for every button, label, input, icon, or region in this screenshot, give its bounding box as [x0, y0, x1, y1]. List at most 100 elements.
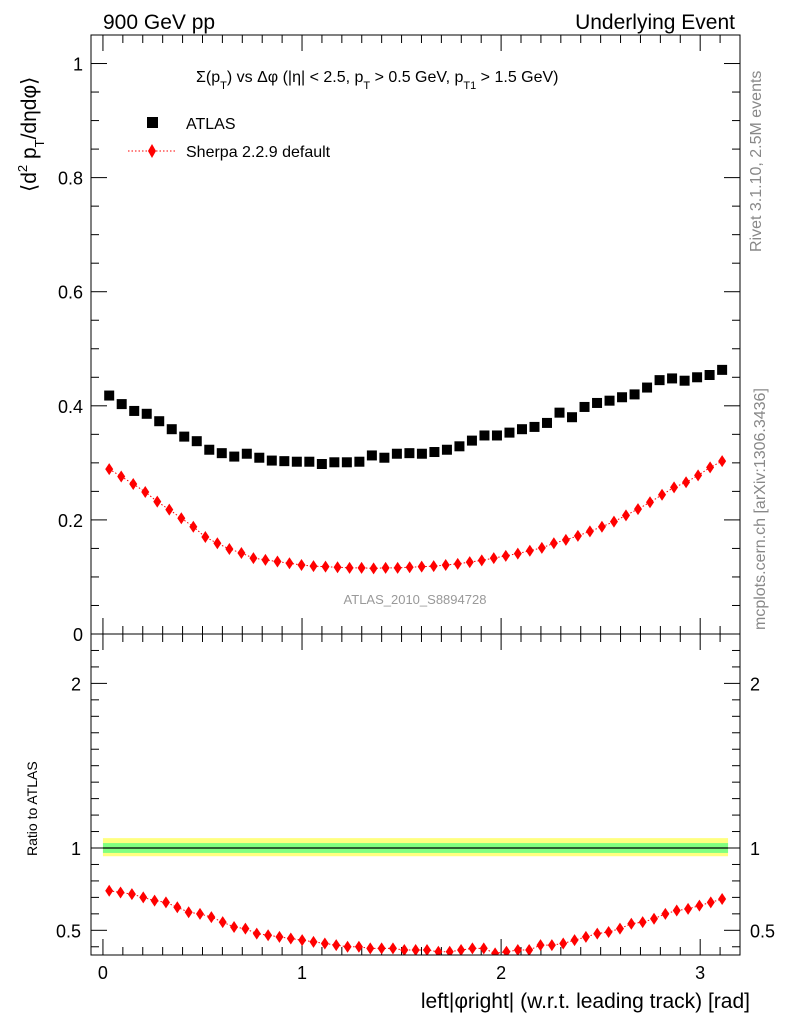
atlas-point: [479, 430, 490, 441]
legend-atlas-marker: [147, 117, 158, 128]
ratio-sherpa-point: [298, 934, 307, 947]
ratio-sherpa-point: [445, 945, 454, 955]
main-y-tick-label: 0.8: [58, 169, 83, 189]
ratio-sherpa-point: [252, 927, 261, 940]
header-right: Underlying Event: [575, 11, 735, 34]
ratio-data-series: [105, 884, 727, 955]
ratio-y-tick-label: 2: [71, 674, 81, 694]
ratio-axis-ticks: 0.5 0.5 1 1 2 2 0 1 2 3: [56, 634, 775, 983]
x-tick-label: 1: [297, 963, 307, 983]
sherpa-point: [429, 560, 438, 573]
sherpa-point: [201, 531, 210, 544]
atlas-point: [129, 405, 140, 416]
sherpa-point: [165, 503, 174, 516]
sherpa-point: [609, 515, 618, 528]
ratio-sherpa-point: [457, 944, 466, 955]
header-left: 900 GeV pp: [103, 11, 215, 34]
atlas-point: [692, 372, 703, 383]
ratio-sherpa-point: [195, 907, 204, 920]
atlas-point: [104, 390, 115, 401]
ratio-sherpa-point: [513, 944, 522, 955]
sherpa-point: [405, 561, 414, 574]
ratio-sherpa-point: [718, 893, 727, 906]
atlas-point: [279, 456, 290, 467]
atlas-point: [179, 431, 190, 442]
sherpa-point: [225, 542, 234, 555]
atlas-point: [204, 444, 215, 455]
atlas-point: [416, 448, 427, 459]
sherpa-point: [369, 562, 378, 575]
sherpa-point: [633, 503, 642, 516]
atlas-point: [116, 399, 127, 410]
ratio-sherpa-point: [320, 937, 329, 950]
sherpa-point: [706, 461, 715, 474]
ratio-sherpa-point: [638, 916, 647, 929]
atlas-point: [679, 375, 690, 386]
ratio-sherpa-point: [547, 939, 556, 952]
ratio-sherpa-point: [218, 916, 227, 929]
atlas-point: [529, 421, 540, 432]
sherpa-point: [694, 469, 703, 482]
atlas-point: [579, 401, 590, 412]
main-y-tick-label: 0: [73, 625, 83, 645]
main-data-series: [104, 364, 728, 575]
legend-sherpa-marker: [148, 144, 156, 158]
ratio-sherpa-point: [491, 947, 500, 955]
ratio-y-axis-label: Ratio to ATLAS: [24, 761, 40, 856]
main-plot-title: Σ(pT) vs Δφ (|η| < 2.5, pT > 0.5 GeV, pT…: [196, 69, 559, 92]
atlas-point: [391, 448, 402, 459]
atlas-point: [504, 427, 515, 438]
ratio-sherpa-point: [184, 906, 193, 919]
atlas-point: [304, 456, 315, 467]
ratio-sherpa-point: [275, 930, 284, 943]
atlas-point: [366, 450, 377, 461]
sherpa-point: [189, 520, 198, 533]
sherpa-point: [441, 558, 450, 571]
atlas-point: [216, 448, 227, 459]
ratio-sherpa-point: [127, 888, 136, 901]
atlas-point: [567, 412, 578, 423]
atlas-point: [717, 364, 728, 375]
x-tick-label: 2: [496, 963, 506, 983]
ratio-y-tick-label: 1: [71, 839, 81, 859]
main-axis-ticks: 0 0.2 0.4 0.6 0.8 1: [58, 35, 740, 645]
sherpa-point: [237, 546, 246, 559]
ratio-sherpa-point: [173, 901, 182, 914]
sherpa-point: [525, 544, 534, 557]
ratio-sherpa-point: [525, 944, 534, 955]
sherpa-point: [285, 557, 294, 570]
ratio-sherpa-series: [105, 884, 727, 955]
ratio-sherpa-point: [207, 911, 216, 924]
atlas-point: [166, 424, 177, 435]
x-tick-label: 0: [98, 963, 108, 983]
sherpa-point: [597, 520, 606, 533]
analysis-id-watermark: ATLAS_2010_S8894728: [344, 592, 487, 607]
sherpa-point: [141, 485, 150, 498]
main-y-tick-label: 0.2: [58, 511, 83, 531]
ratio-plot-frame: [90, 633, 741, 956]
sherpa-point: [153, 495, 162, 508]
ratio-sherpa-point: [536, 939, 545, 952]
ratio-sherpa-point: [388, 942, 397, 955]
ratio-sherpa-point: [627, 917, 636, 930]
atlas-point: [454, 441, 465, 452]
sherpa-point: [357, 561, 366, 574]
sherpa-point: [513, 547, 522, 560]
ratio-sherpa-point: [332, 939, 341, 952]
atlas-point: [617, 392, 628, 403]
sherpa-point: [682, 476, 691, 489]
ratio-sherpa-point: [411, 944, 420, 955]
ratio-sherpa-point: [105, 884, 114, 897]
sherpa-point: [621, 509, 630, 522]
ratio-sherpa-point: [139, 891, 148, 904]
ratio-sherpa-point: [479, 942, 488, 955]
sherpa-point: [117, 470, 126, 483]
sherpa-point: [309, 560, 318, 573]
sherpa-point: [177, 512, 186, 525]
ratio-sherpa-point: [684, 902, 693, 915]
ratio-sherpa-point: [559, 937, 568, 950]
ratio-sherpa-point: [661, 907, 670, 920]
atlas-point: [154, 416, 165, 427]
atlas-point: [592, 397, 603, 408]
